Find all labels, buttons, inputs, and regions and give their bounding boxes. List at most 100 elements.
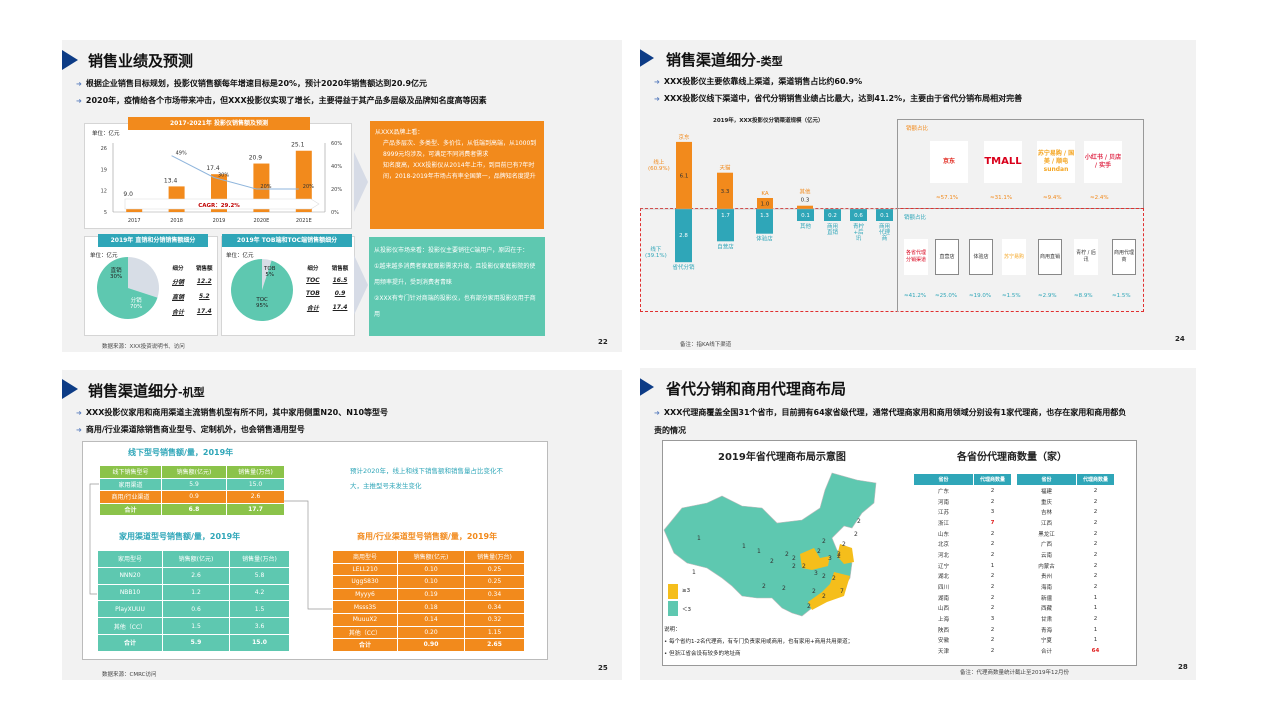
table-cell: 17.4 (196, 308, 212, 315)
bullet-text: XXX投影仪家用和商用渠道主流销售机型有所不同，其中家用侧重N20、N10等型号 (85, 408, 389, 417)
panel-divider (897, 208, 898, 312)
table-row: 山东 2 (914, 528, 1012, 539)
table-cell: 青海 (1040, 627, 1052, 634)
map-count-label: 1 (692, 569, 696, 576)
table-cell: 陕西 (937, 627, 949, 634)
table-cell: 河南 (937, 499, 949, 506)
growth-label: 20% (303, 184, 314, 190)
category-label: 青柠 (853, 222, 865, 230)
table-cell: 1 (1093, 605, 1098, 612)
legend-swatch-low (668, 601, 678, 616)
category-label: 省代分销 (672, 263, 695, 271)
category-label: 其他 (800, 222, 812, 230)
share-label: ≈2.4% (1090, 195, 1109, 201)
table-cell: 湖南 (937, 595, 949, 602)
bar-value-label: 1.0 (761, 202, 770, 208)
bullet: ➜ XXX投影仪线下渠道中，省代分销销售业绩占比最大，达到41.2%，主要由于省代… (654, 93, 1022, 104)
table-cell: 64 (1091, 648, 1100, 655)
table-cell: 重庆 (1040, 499, 1052, 506)
table-row: 重庆 2 (1017, 496, 1115, 507)
category-label: 天猫 (719, 164, 731, 172)
chart-unit: 单位：亿元 (92, 131, 120, 137)
insight-item: ①越来越多消费者家庭观影需求升级，且投影仪家庭影院的使用频率提升，受到消费者青睐 (374, 263, 536, 286)
table-cell: 其他（CC） (97, 617, 163, 635)
table-cell: 西藏 (1040, 606, 1052, 613)
table-cell: 12.2 (196, 278, 212, 285)
category-label: 讯 (856, 234, 862, 242)
y2-tick-label: 0% (331, 210, 339, 216)
map-region-highlight (837, 544, 854, 564)
table-cell: 广西 (1040, 542, 1052, 549)
table-cell: 2 (990, 605, 995, 612)
y2-tick-label: 40% (331, 164, 342, 170)
pie-title: 2019年 直销和分销销售额细分 (98, 234, 208, 247)
bar-value-label: 0.2 (828, 213, 837, 219)
map-count-label: 3 (814, 570, 818, 577)
chevron-icon (354, 255, 368, 315)
title-marker-icon (640, 377, 654, 397)
table-row: 江西 2 (1017, 518, 1115, 529)
bullet: ➜ 根据企业销售目标规划，投影仪销售额每年增速目标是20%，预计2020年销售额达… (76, 78, 427, 89)
table-cell: 2.65 (464, 638, 525, 652)
offline-share: (39.1%) (645, 253, 667, 259)
category-label: 京东 (678, 133, 690, 141)
map-count-label: 2 (857, 518, 861, 525)
table-cell: 1 (1093, 637, 1098, 644)
map-count-label: 2 (807, 603, 811, 610)
map-count-label: 2 (837, 553, 841, 560)
table-cell: 山西 (937, 606, 949, 613)
map-count-label: 2 (802, 563, 806, 570)
x-tick-label: 2021E (296, 218, 312, 224)
channel-logo: 各省代理分销渠道 (904, 239, 928, 275)
map-count-label: 2 (782, 585, 786, 592)
bullet-text: 商用/行业渠道除销售商业型号、定制机外，也会销售通用型号 (85, 425, 305, 434)
pie-table: 细分 销售额 TOC 16.5 TOB 0.9 合计 17.4 (300, 262, 354, 315)
channel-logo: 商用直销 (1038, 239, 1062, 275)
header-cell: 线下销售型号 (99, 465, 162, 479)
table-cell: 分销 (172, 279, 185, 286)
bar-value-label: 20.9 (249, 155, 263, 162)
header-cell: 销售量(万台) (226, 465, 285, 479)
cagr-label: CAGR：29.2% (198, 203, 240, 209)
bar-value-label: 0.1 (801, 213, 810, 219)
share-label: ≈9.4% (1043, 195, 1062, 201)
forecast-note: 预计2020年，线上和线下销售额和销售量占比变化不大，主推型号未发生变化 (350, 467, 504, 490)
agent-table: 省份 代理商数量 福建 2 重庆 2 吉林 2 江西 2 黑龙江 2 广西 2 云南 2 内蒙古 2 贵州 2 海南 2 新… (1016, 473, 1115, 657)
table-cell: 0.25 (464, 562, 525, 577)
table-cell: 0.9 (161, 490, 227, 504)
slice-label: TOC (256, 297, 268, 303)
table-cell: 新疆 (1040, 595, 1052, 602)
category-label: 其他 (799, 188, 811, 196)
map-count-label: 2 (812, 588, 816, 595)
table-cell: 0.19 (397, 587, 465, 602)
table-cell: 1 (1093, 594, 1098, 601)
table-cell: 5.8 (229, 566, 290, 585)
bar-value-label: 0.6 (854, 213, 863, 219)
bar-value-label: 9.0 (123, 191, 133, 198)
online-label-text: 线上 (653, 160, 665, 166)
table-cell: 甘肃 (1040, 617, 1052, 624)
table-row: 河北 2 (914, 550, 1012, 561)
table-cell: 内蒙古 (1038, 563, 1055, 570)
offline-bar (850, 209, 867, 221)
slide-channel-model: 销售渠道细分-机型 ➜ XXX投影仪家用和商用渠道主流销售机型有所不同，其中家用侧… (62, 370, 622, 680)
table-cell: 2 (1093, 573, 1098, 580)
table-cell: 2 (990, 594, 995, 601)
table-cell: 6.8 (161, 502, 227, 516)
table-cell: 2 (1093, 488, 1098, 495)
bar (295, 150, 312, 212)
share-label: ≈1.5% (1112, 293, 1131, 299)
channel-logo: 直营店 (935, 239, 959, 275)
map-region-highlight (800, 548, 830, 570)
table-row: 新疆 1 (1017, 592, 1115, 603)
table-cell: TOB (306, 290, 320, 297)
table-cell: 0.10 (397, 562, 465, 577)
table-cell: 北京 (937, 542, 949, 549)
map-count-label: 1 (757, 548, 761, 555)
map-count-label: 2 (822, 538, 826, 545)
offline-model-table: 线下销售型号 销售额(亿元) 销售量(万台) 家用渠道 5.9 15.0 商用/行业渠道 0.… (99, 465, 285, 516)
table-cell: 上海 (937, 617, 949, 624)
y2-tick-label: 60% (331, 141, 342, 147)
bar-value-label: 2.8 (679, 233, 688, 239)
table-cell: Myyy6 (332, 587, 398, 602)
